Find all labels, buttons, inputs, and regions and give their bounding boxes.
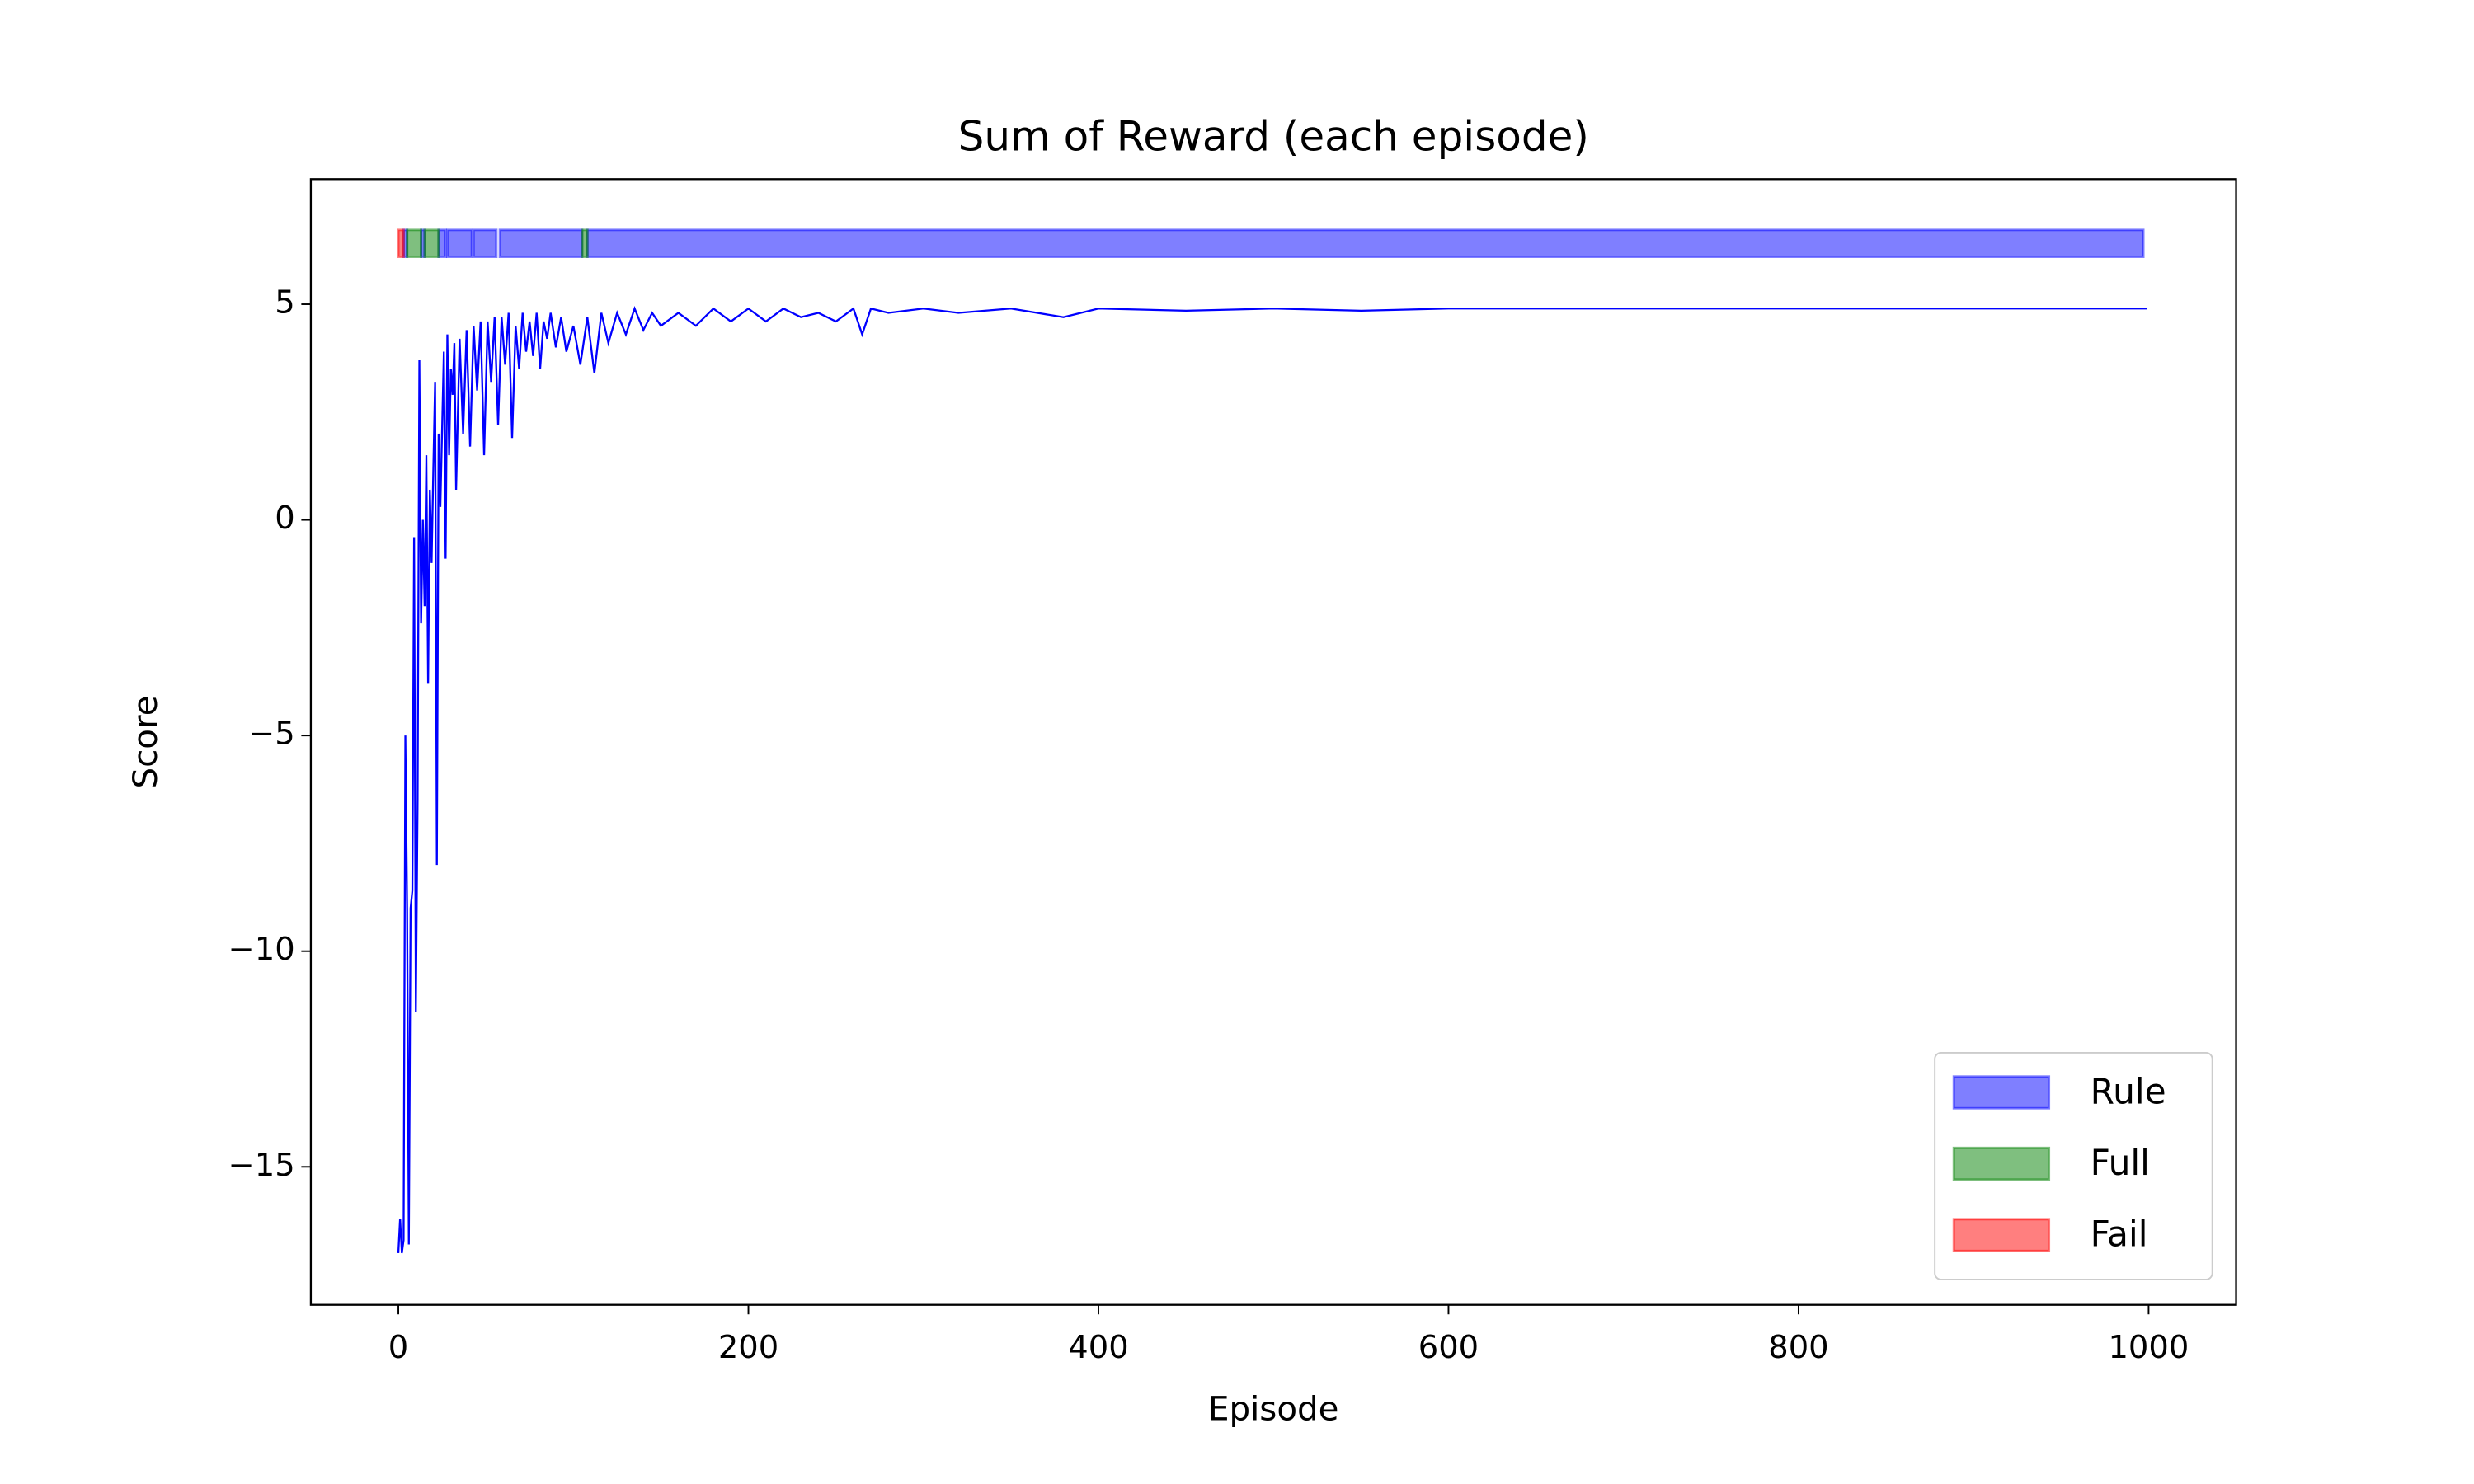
span-bar [581,228,589,258]
y-tick-label: −10 [228,931,295,968]
y-tick-label: −15 [228,1147,295,1184]
x-tick-label: 600 [1418,1329,1479,1366]
x-tick-label: 400 [1068,1329,1128,1366]
y-tick-label: −5 [248,716,295,753]
y-axis-label: Score [126,695,165,788]
y-tick-label: 5 [275,284,294,322]
legend-label: Rule [2091,1071,2166,1111]
x-tick-label: 200 [718,1329,778,1366]
legend-swatch [1952,1218,2051,1252]
y-tick-label: 0 [275,500,294,537]
legend-label: Fail [2091,1214,2148,1255]
legend-label: Full [2091,1143,2150,1183]
x-tick-label: 800 [1768,1329,1828,1366]
span-bar [498,228,584,258]
score-line [397,305,2147,1254]
x-axis-label: Episode [1208,1390,1339,1429]
chart-title: Sum of Reward (each episode) [958,113,1589,161]
legend-swatch [1952,1075,2051,1110]
span-bar [586,228,2145,258]
x-tick-label: 1000 [2108,1329,2189,1366]
plot-frame [309,178,2237,1306]
span-bar [472,228,498,258]
x-tick-label: 0 [388,1329,408,1366]
legend-swatch [1952,1146,2051,1181]
span-bar [397,228,405,258]
span-bar [406,228,423,258]
span-bar [423,228,440,258]
span-bar [446,228,473,258]
